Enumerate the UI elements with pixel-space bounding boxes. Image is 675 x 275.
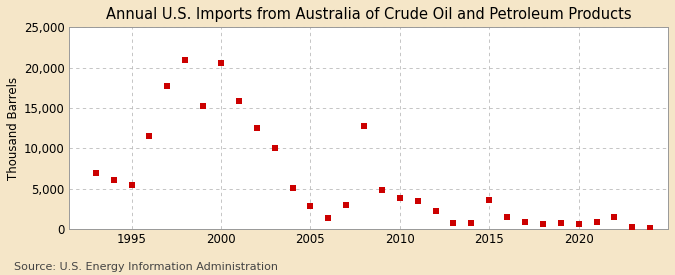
Point (323, 215, 333, 220)
Point (645, 226, 655, 231)
Y-axis label: Thousand Barrels: Thousand Barrels (7, 76, 20, 180)
Point (520, 220, 531, 225)
Point (556, 221, 566, 226)
Point (162, 84, 173, 88)
Point (234, 99, 244, 104)
Point (215, 60, 226, 65)
Point (627, 225, 638, 229)
Point (251, 126, 262, 130)
Point (305, 204, 316, 208)
Text: Source: U.S. Energy Information Administration: Source: U.S. Energy Information Administ… (14, 262, 277, 272)
Point (341, 202, 352, 207)
Point (591, 219, 602, 224)
Point (180, 57, 190, 62)
Point (573, 222, 584, 226)
Point (412, 199, 423, 203)
Point (198, 103, 209, 108)
Point (144, 134, 155, 138)
Point (358, 123, 369, 128)
Point (126, 182, 137, 187)
Point (448, 221, 459, 226)
Point (90, 171, 101, 175)
Point (609, 214, 620, 219)
Point (502, 214, 512, 219)
Point (537, 222, 548, 226)
Point (377, 188, 387, 192)
Point (394, 196, 405, 200)
Title: Annual U.S. Imports from Australia of Crude Oil and Petroleum Products: Annual U.S. Imports from Australia of Cr… (106, 7, 631, 22)
Point (269, 146, 280, 150)
Point (466, 221, 477, 226)
Point (484, 198, 495, 202)
Point (430, 209, 441, 213)
Point (108, 177, 119, 182)
Point (287, 186, 298, 190)
